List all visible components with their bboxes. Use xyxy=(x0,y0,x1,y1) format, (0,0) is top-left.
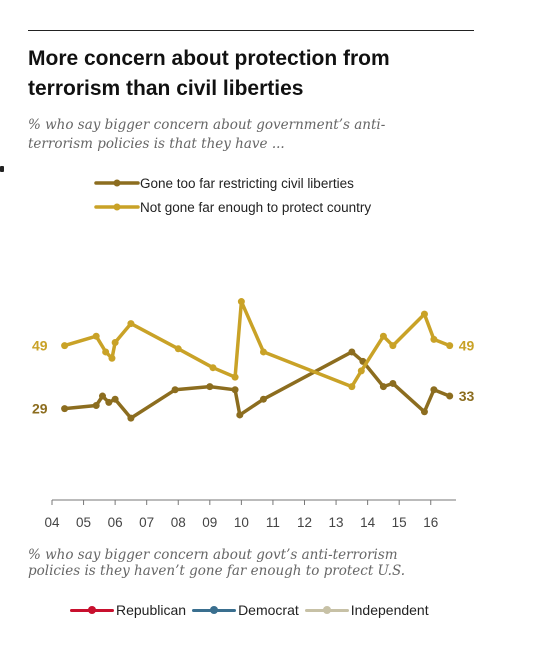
series-0-point-14 xyxy=(389,379,397,387)
series-0-point-2 xyxy=(99,392,106,400)
series-1-point-4 xyxy=(111,339,119,346)
series-0-point-4 xyxy=(111,395,119,403)
chart-subtitle: % who say bigger concern about governmen… xyxy=(28,116,468,154)
series-1-point-10 xyxy=(259,348,267,356)
series-0-point-11 xyxy=(348,348,356,356)
edge-mark xyxy=(0,166,4,172)
series-1-point-6 xyxy=(174,345,182,353)
x-tick-label-06: 06 xyxy=(108,515,123,530)
series-1-point-16 xyxy=(430,335,438,343)
chart-subtitle-line-2: terrorism policies is that they have ... xyxy=(28,136,285,152)
x-tick-label-09: 09 xyxy=(202,515,217,530)
series-0-point-1 xyxy=(92,402,100,409)
series-0-end-label: 33 xyxy=(459,388,475,404)
series-0-point-7 xyxy=(206,383,214,391)
series-1-point-12 xyxy=(357,367,365,375)
x-tick-label-14: 14 xyxy=(360,515,376,530)
legend-item-democrat[interactable]: Democrat xyxy=(192,602,299,618)
series-1-point-1 xyxy=(92,332,100,340)
series-1-point-5 xyxy=(127,320,135,328)
legend-item-independent[interactable]: Independent xyxy=(304,602,429,618)
series-0-point-17 xyxy=(446,392,454,400)
x-tick-label-13: 13 xyxy=(329,515,344,530)
top-rule xyxy=(28,30,474,31)
series-0-point-0 xyxy=(61,405,69,413)
series-0-start-label: 29 xyxy=(32,401,48,417)
chart-subtitle-line-1: % who say bigger concern about governmen… xyxy=(28,117,386,133)
series-0-point-13 xyxy=(379,383,387,391)
footnote-line-2: policies is they haven’t gone far enough… xyxy=(28,563,406,579)
legend-label-independent: Independent xyxy=(350,602,429,618)
republican-swatch xyxy=(70,605,114,614)
chart-title-line-2: terrorism than civil liberties xyxy=(28,77,304,100)
series-0-point-3 xyxy=(105,398,113,406)
footnote-line-1: % who say bigger concern about govt’s an… xyxy=(28,547,398,563)
series-0-point-5 xyxy=(127,414,135,422)
chart-title-line-1: More concern about protection from xyxy=(28,47,390,70)
footnote: % who say bigger concern about govt’s an… xyxy=(28,547,478,579)
series-1-point-11 xyxy=(348,383,356,391)
x-tick-label-08: 08 xyxy=(171,515,186,530)
independent-swatch xyxy=(304,605,349,614)
chart-title: More concern about protection from terro… xyxy=(28,44,478,104)
series-1-point-14 xyxy=(389,342,397,350)
series-1-end-label: 49 xyxy=(459,338,475,354)
series-1-point-7 xyxy=(209,364,217,372)
series-1-point-15 xyxy=(420,310,428,318)
series-1-point-9 xyxy=(237,298,245,306)
democrat-swatch xyxy=(192,605,237,614)
legend-label-republican: Republican xyxy=(116,602,187,618)
series-1-point-2 xyxy=(102,348,110,356)
x-tick-label-12: 12 xyxy=(297,515,312,530)
series-0-point-15 xyxy=(420,408,428,416)
x-tick-label-15: 15 xyxy=(392,515,407,530)
x-tick-label-16: 16 xyxy=(423,515,438,530)
legend-label-1: Not gone far enough to protect country xyxy=(140,200,371,215)
series-0-point-10 xyxy=(259,395,267,403)
series-0-point-9 xyxy=(236,411,244,419)
x-tick-label-10: 10 xyxy=(234,515,249,530)
x-tick-label-05: 05 xyxy=(76,515,91,530)
series-0-point-16 xyxy=(430,386,438,394)
legend-marker-0 xyxy=(113,179,121,187)
series-1-point-17 xyxy=(446,342,454,350)
legend-label-democrat: Democrat xyxy=(238,602,299,618)
series-1-point-3 xyxy=(108,354,116,362)
legend-item-republican[interactable]: Republican xyxy=(70,602,186,618)
series-1-point-8 xyxy=(231,373,239,381)
legend-label-0: Gone too far restricting civil liberties xyxy=(140,176,354,191)
legend-marker-1 xyxy=(113,203,121,211)
series-1-point-13 xyxy=(379,332,387,340)
series-0-point-8 xyxy=(231,386,239,394)
x-tick-label-11: 11 xyxy=(266,515,280,530)
series-1-start-label: 49 xyxy=(32,338,48,354)
party-legend: Republican Democrat Independent xyxy=(70,602,435,618)
series-1-point-0 xyxy=(61,342,69,350)
x-tick-label-04: 04 xyxy=(44,515,60,530)
series-0-point-6 xyxy=(171,386,179,394)
x-tick-label-07: 07 xyxy=(139,515,154,530)
